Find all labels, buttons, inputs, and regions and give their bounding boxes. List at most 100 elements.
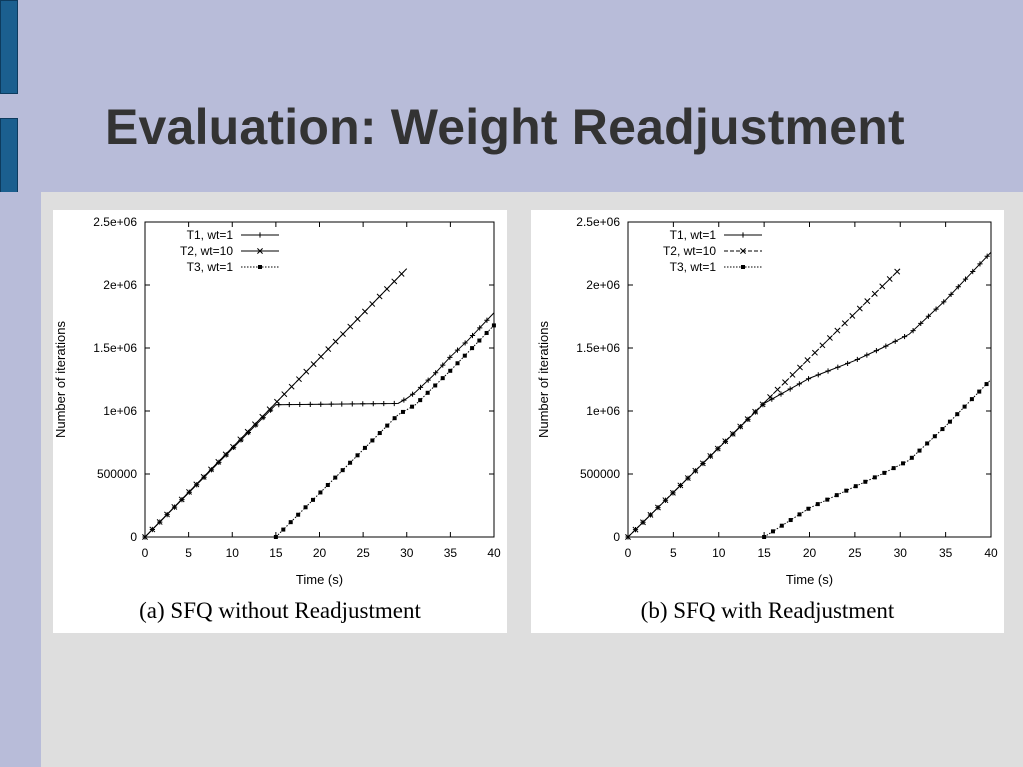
x-tick-label: 15 — [757, 546, 771, 560]
data-point — [462, 353, 467, 358]
data-point — [208, 466, 214, 473]
data-point — [654, 504, 661, 511]
data-point — [318, 401, 324, 407]
data-point — [647, 511, 654, 518]
data-point — [707, 452, 714, 459]
data-point — [462, 340, 468, 346]
data-point — [455, 361, 460, 366]
data-point — [853, 484, 858, 489]
data-point — [377, 431, 382, 436]
chart-panel-a: 0 5 10 15 20 25 30 35 40 0 500000 1e+06 1.5e+06 2e+06… — [53, 210, 507, 633]
data-point — [178, 496, 185, 503]
data-point — [864, 298, 871, 305]
x-axis-label: Time (s) — [786, 572, 833, 587]
y-tick-label: 1.5e+06 — [576, 341, 620, 355]
y-tick-label: 500000 — [580, 467, 620, 481]
data-point — [484, 330, 489, 335]
data-point — [737, 423, 744, 430]
data-point — [349, 401, 355, 407]
data-point — [854, 356, 860, 363]
x-tick-label: 5 — [670, 546, 677, 560]
data-point — [288, 520, 293, 525]
data-point — [332, 338, 339, 345]
data-point — [977, 389, 982, 394]
legend-marker — [257, 248, 263, 254]
data-point — [348, 460, 353, 465]
x-tick-label: 25 — [848, 546, 862, 560]
data-point — [886, 276, 893, 282]
legend-label: T2, wt=10 — [663, 244, 716, 258]
data-point — [310, 497, 315, 502]
series-line — [144, 312, 495, 538]
data-point — [835, 364, 841, 370]
data-point — [400, 409, 405, 414]
data-point — [856, 305, 863, 312]
data-point — [969, 397, 974, 402]
data-point — [381, 400, 387, 407]
data-point — [677, 482, 684, 489]
data-point — [879, 283, 886, 290]
y-tick-label: 2e+06 — [586, 278, 620, 292]
data-point — [844, 488, 849, 493]
data-point — [425, 390, 430, 395]
chart-panel-b: 0 5 10 15 20 25 30 35 40 0 500000 1e+06 1.5e+06 2e+06… — [531, 210, 1004, 633]
data-point — [440, 376, 445, 381]
series-line — [275, 324, 495, 538]
data-point — [297, 401, 303, 408]
y-tick-label: 1e+06 — [103, 404, 137, 418]
data-point — [872, 475, 877, 480]
data-point — [788, 518, 793, 523]
data-point — [244, 428, 251, 435]
data-point — [640, 519, 646, 526]
data-point — [948, 291, 954, 297]
y-tick-label: 1.5e+06 — [93, 341, 137, 355]
data-point — [303, 505, 308, 510]
data-point — [940, 427, 945, 432]
data-point — [296, 376, 302, 383]
data-point — [845, 360, 851, 367]
data-point — [797, 364, 803, 371]
y-axis-label: Number of iterations — [536, 320, 551, 438]
x-tick-label: 15 — [269, 546, 283, 560]
data-point — [789, 371, 796, 378]
data-point — [215, 458, 222, 465]
data-point — [307, 401, 313, 407]
data-point — [662, 497, 669, 504]
data-point — [325, 346, 332, 353]
data-point — [841, 320, 848, 327]
data-point — [273, 535, 278, 539]
data-point — [392, 416, 397, 421]
side-tab-1 — [0, 0, 18, 94]
data-point — [340, 468, 345, 473]
legend-marker — [741, 265, 745, 269]
data-point — [410, 404, 415, 409]
data-point — [815, 372, 821, 378]
data-point — [815, 502, 820, 507]
data-point — [447, 354, 453, 360]
data-point — [891, 466, 896, 471]
chart-b: 0 5 10 15 20 25 30 35 40 0 500000 1e+06 1.5e+06 2e+06… — [536, 215, 998, 587]
data-point — [826, 335, 833, 341]
data-point — [317, 353, 324, 360]
data-point — [625, 534, 631, 540]
data-point — [477, 325, 483, 331]
y-tick-label: 0 — [130, 530, 137, 544]
data-point — [370, 438, 375, 443]
data-point — [811, 349, 818, 356]
x-tick-label: 0 — [625, 546, 632, 560]
x-tick-label: 20 — [803, 546, 817, 560]
data-point — [347, 323, 354, 330]
data-point — [281, 527, 286, 532]
data-point — [398, 270, 405, 277]
data-point — [362, 445, 367, 450]
data-point — [909, 455, 914, 460]
data-point — [797, 512, 802, 517]
data-point — [804, 357, 811, 364]
data-point — [782, 379, 788, 386]
data-point — [970, 268, 976, 275]
data-point — [259, 413, 266, 420]
x-tick-label: 30 — [894, 546, 908, 560]
data-point — [318, 490, 323, 495]
x-tick-label: 5 — [185, 546, 192, 560]
x-tick-label: 20 — [313, 546, 327, 560]
